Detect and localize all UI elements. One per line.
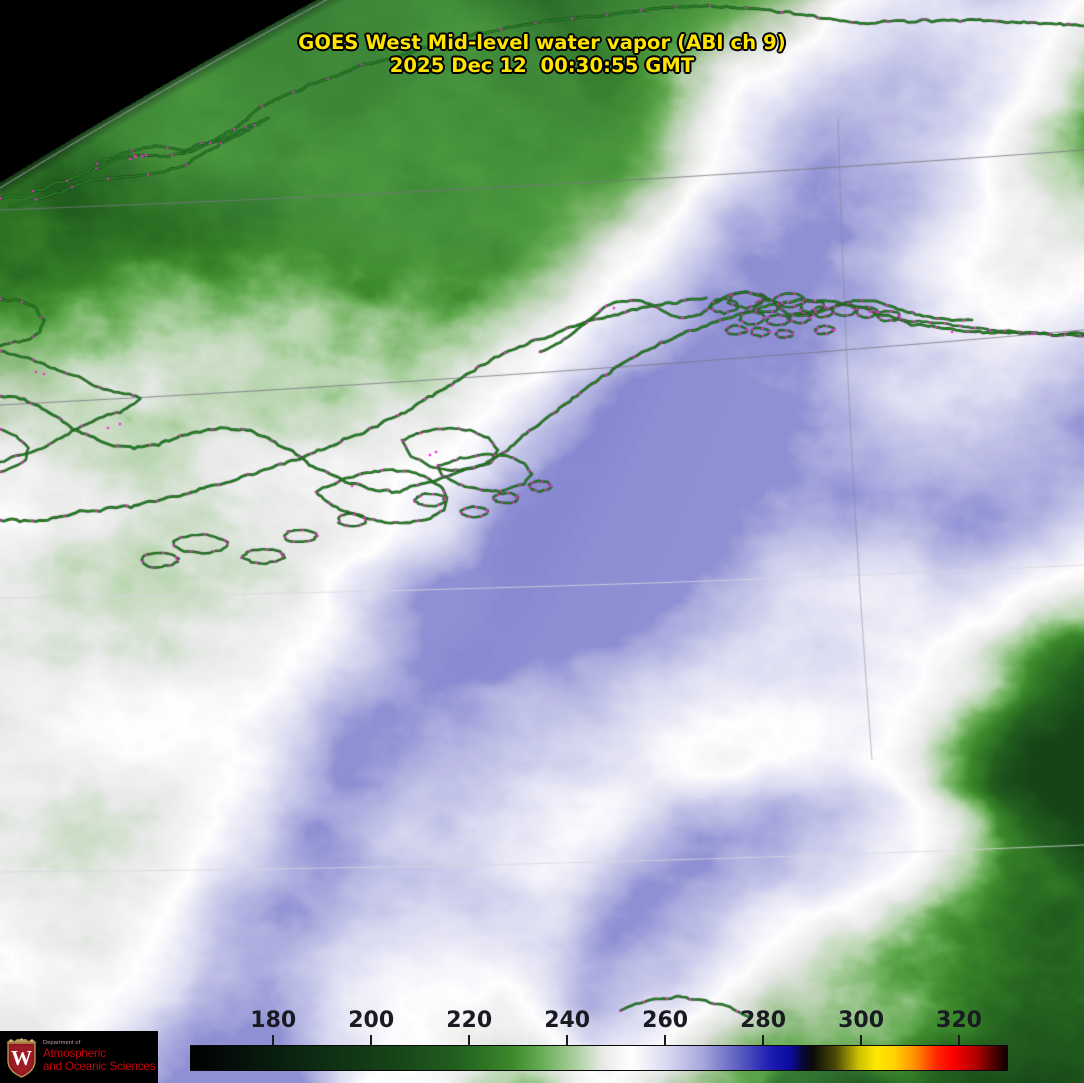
colorbar-gradient xyxy=(190,1045,1008,1071)
uw-crest-icon: W xyxy=(6,1038,37,1078)
logo-line-atmospheric: Atmospheric xyxy=(43,1046,106,1060)
uw-aos-logo: W Department of Atmospheric and Oceanic … xyxy=(0,1031,158,1083)
uw-aos-logo-text: Department of Atmospheric and Oceanic Sc… xyxy=(43,1039,156,1073)
logo-line-department: Department of xyxy=(43,1039,81,1046)
logo-line-oceanic: and Oceanic Sciences xyxy=(43,1059,156,1073)
svg-text:W: W xyxy=(11,1046,32,1070)
